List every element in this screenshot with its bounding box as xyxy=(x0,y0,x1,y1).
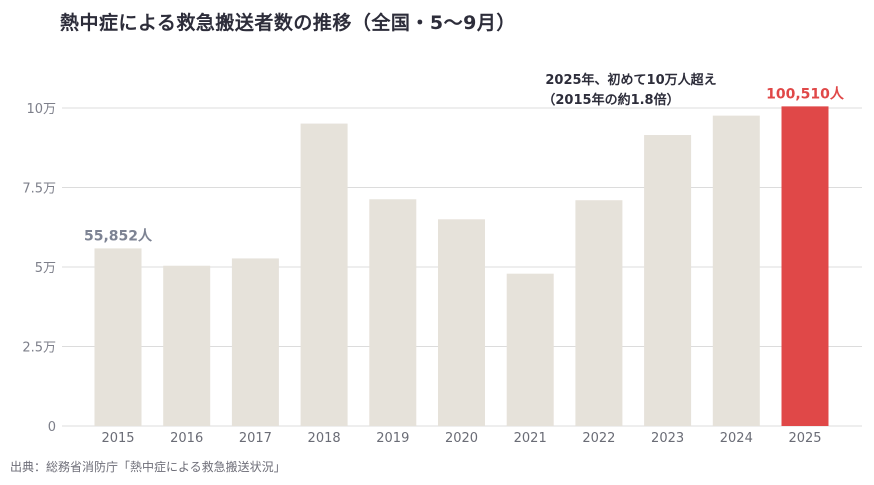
bars xyxy=(94,106,829,426)
bar-2023 xyxy=(644,135,692,426)
bar-2024 xyxy=(712,115,760,426)
annotation-line-1: 2025年、初めて10万人超え xyxy=(545,72,716,88)
bar-2015 xyxy=(94,248,142,426)
x-tick-label: 2022 xyxy=(582,431,615,446)
y-tick-label: 10万 xyxy=(26,102,56,117)
x-tick-label: 2017 xyxy=(239,431,272,446)
bar-2016 xyxy=(163,265,211,426)
x-tick-label: 2025 xyxy=(788,431,821,446)
annotation-line-2: （2015年の約1.8倍） xyxy=(542,92,679,108)
y-tick-label: 2.5万 xyxy=(22,341,56,356)
x-tick-label: 2023 xyxy=(651,431,684,446)
x-tick-label: 2018 xyxy=(308,431,341,446)
chart-title: 熱中症による救急搬送者数の推移（全国・5〜9月） xyxy=(60,12,516,34)
bar-2018 xyxy=(300,123,348,426)
y-axis: 0 2.5万 5万 7.5万 10万 xyxy=(22,102,56,435)
bar-2021 xyxy=(506,273,554,426)
bar-2020 xyxy=(438,219,485,426)
x-tick-label: 2016 xyxy=(170,431,203,446)
x-tick-label: 2015 xyxy=(101,431,134,446)
bar-2022 xyxy=(575,200,623,426)
y-tick-label: 7.5万 xyxy=(22,182,56,197)
x-tick-label: 2019 xyxy=(376,431,409,446)
bar-2025 xyxy=(781,106,829,426)
x-tick-label: 2024 xyxy=(720,431,753,446)
bar-2019 xyxy=(369,199,417,426)
data-label: 55,852人 xyxy=(84,227,153,244)
data-label: 100,510人 xyxy=(766,85,845,102)
x-tick-label: 2020 xyxy=(445,431,478,446)
source-note: 出典：総務省消防庁「熱中症による救急搬送状況」 xyxy=(10,460,286,474)
y-tick-label: 5万 xyxy=(35,261,56,276)
x-axis: 2015 2016 2017 2018 2019 2020 2021 2022 2023 2024… xyxy=(101,431,821,446)
bar-2017 xyxy=(231,258,279,426)
data-labels: 55,852人 100,510人 xyxy=(84,85,845,244)
y-tick-label: 0 xyxy=(48,420,56,435)
x-tick-label: 2021 xyxy=(514,431,547,446)
